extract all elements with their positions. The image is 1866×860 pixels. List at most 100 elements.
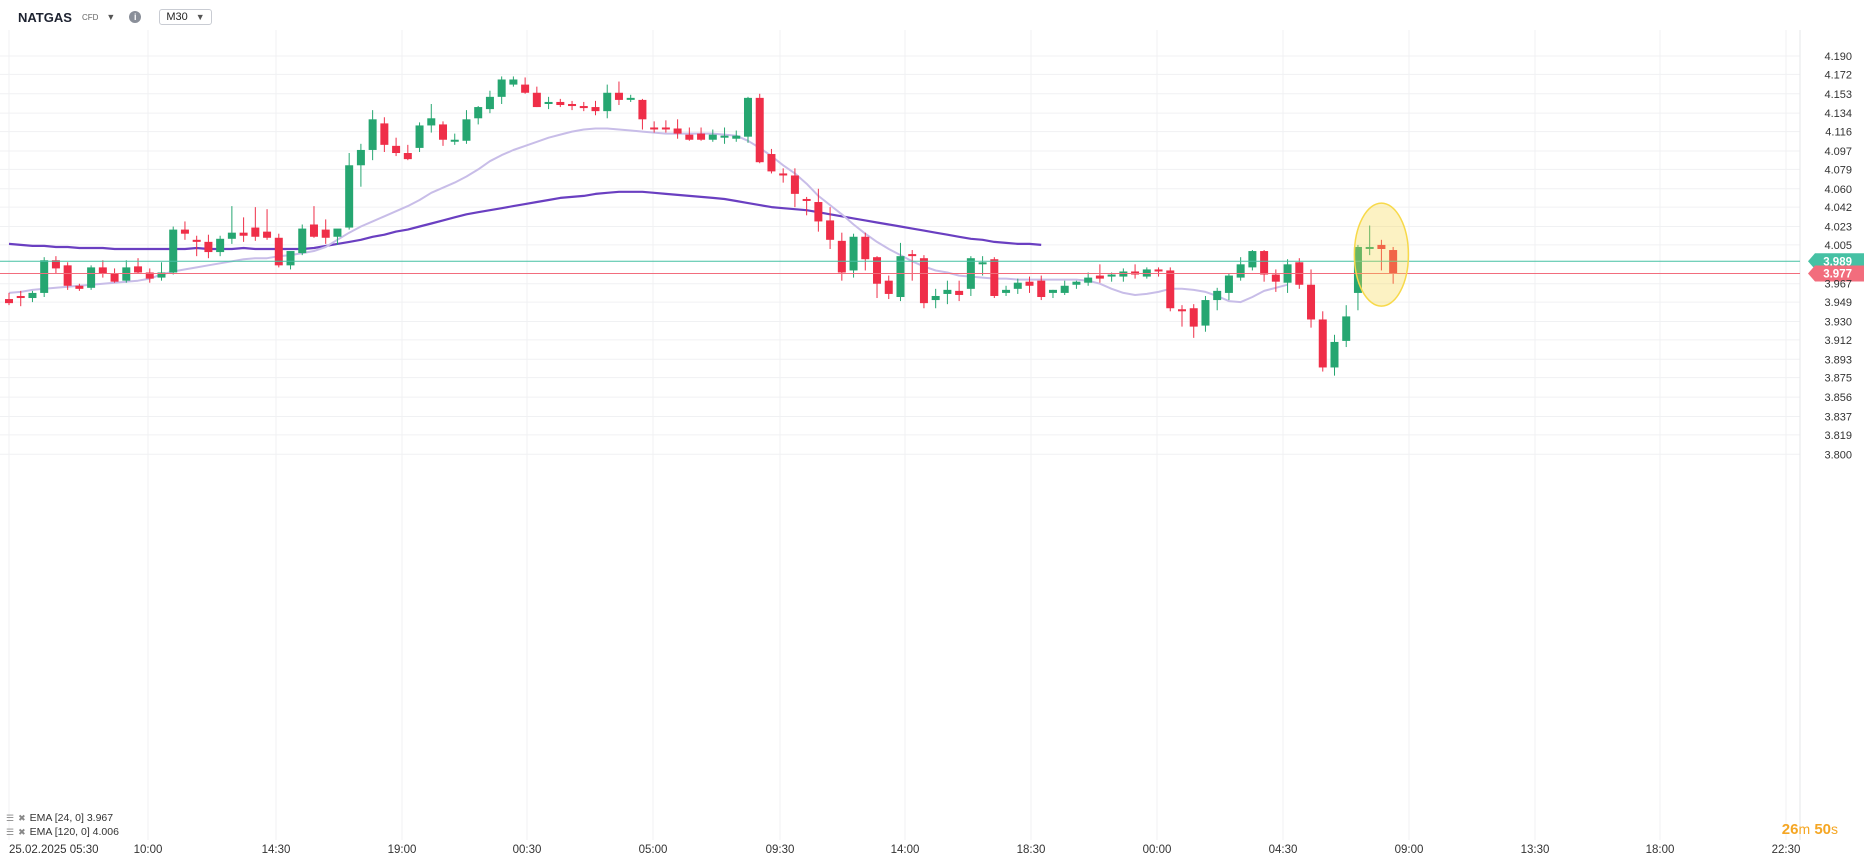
bullish-candle <box>1213 287 1222 311</box>
symbol-name[interactable]: NATGAS <box>18 9 72 25</box>
price-label-bg <box>1808 253 1864 270</box>
candle-body <box>1377 244 1386 250</box>
bullish-candle <box>626 94 635 102</box>
candle-body <box>1119 271 1128 277</box>
candle-body <box>908 254 917 257</box>
bullish-candle <box>978 256 987 276</box>
x-tick-label: 14:30 <box>262 844 291 856</box>
candle-body <box>1025 281 1034 286</box>
bearish-candle <box>1377 239 1386 271</box>
candle-body <box>1154 269 1163 272</box>
candle-body <box>474 107 483 119</box>
bullish-candle <box>368 110 377 161</box>
candle-countdown: 26m 50s <box>1782 821 1838 838</box>
bearish-candle <box>1025 276 1034 293</box>
list-icon[interactable]: ☰ <box>6 812 15 823</box>
close-icon[interactable]: ✖ <box>18 812 26 823</box>
candle-body <box>485 96 494 110</box>
bearish-candle <box>685 127 694 141</box>
caret-down-icon[interactable]: ▼ <box>106 12 116 22</box>
bullish-candle <box>122 260 131 283</box>
bearish-candle <box>274 233 283 268</box>
bullish-candle <box>485 90 494 114</box>
y-tick-label: 3.800 <box>1824 449 1852 461</box>
price-label: 3.989 <box>1808 253 1864 270</box>
bullish-candle <box>1283 259 1292 293</box>
bullish-candle <box>216 235 225 257</box>
bearish-candle <box>263 209 272 240</box>
candle-body <box>509 79 518 85</box>
y-tick-label: 4.005 <box>1824 240 1852 252</box>
candle-body <box>157 272 166 278</box>
bullish-candle <box>333 228 342 245</box>
bearish-candle <box>990 257 999 299</box>
candle-body <box>1166 270 1175 309</box>
y-tick-label: 3.930 <box>1824 317 1852 329</box>
bullish-candle <box>1084 272 1093 286</box>
bullish-candle <box>509 76 518 87</box>
bearish-candle <box>180 221 189 240</box>
y-tick-label: 4.172 <box>1824 69 1852 81</box>
bullish-candle <box>427 103 436 133</box>
ema-120-path <box>8 190 1042 251</box>
bullish-candle <box>708 129 717 142</box>
candle-body <box>1048 289 1057 293</box>
candle-body <box>439 124 448 140</box>
candle-body <box>298 228 307 254</box>
candle-body <box>309 224 318 237</box>
bearish-candle <box>204 234 213 259</box>
candle-body <box>1353 246 1362 293</box>
bearish-candle <box>98 260 107 278</box>
candle-body <box>708 134 717 140</box>
bullish-candle <box>931 288 940 309</box>
bearish-candle <box>884 275 893 300</box>
list-icon[interactable]: ☰ <box>6 826 15 837</box>
indicator-ema-24[interactable]: ☰ ✖ EMA [24, 0] 3.967 <box>6 812 113 824</box>
candle-body <box>333 228 342 237</box>
candle-body <box>673 128 682 134</box>
y-tick-label: 4.023 <box>1824 222 1852 234</box>
candle-body <box>5 299 13 304</box>
candle-body <box>356 149 365 166</box>
bearish-candle <box>919 255 928 309</box>
close-icon[interactable]: ✖ <box>18 826 26 837</box>
candle-body <box>110 273 119 282</box>
bullish-candle <box>1248 250 1257 271</box>
x-tick-label: 18:00 <box>1646 844 1675 856</box>
y-tick-label: 3.967 <box>1824 279 1852 291</box>
candle-body <box>802 198 811 201</box>
bearish-candle <box>1037 275 1046 301</box>
bullish-candle <box>1119 268 1128 282</box>
price-label-text: 3.977 <box>1823 269 1852 281</box>
timeframe-selector[interactable]: M30 ▼ <box>159 9 212 25</box>
bullish-candle <box>720 127 729 144</box>
bullish-candle <box>943 280 952 305</box>
candle-body <box>1248 251 1257 268</box>
bearish-candle <box>826 207 835 250</box>
x-tick-label: 00:00 <box>1143 844 1172 856</box>
bearish-candle <box>1154 267 1163 277</box>
candle-body <box>685 134 694 140</box>
bearish-candle <box>755 93 764 164</box>
bearish-candle <box>556 98 565 108</box>
bearish-candle <box>673 119 682 139</box>
bullish-candle <box>474 106 483 125</box>
candle-body <box>755 97 764 163</box>
info-icon[interactable]: i <box>129 11 142 23</box>
candle-body <box>321 229 330 238</box>
bullish-candle <box>544 96 553 110</box>
candle-body <box>98 267 107 274</box>
candle-body <box>638 99 647 120</box>
y-tick-label: 3.819 <box>1824 430 1852 442</box>
bearish-candle <box>908 250 917 281</box>
bearish-candle <box>145 268 154 283</box>
bearish-candle <box>790 168 799 208</box>
bearish-candle <box>1131 264 1140 279</box>
candle-body <box>1142 269 1151 277</box>
bullish-candle <box>1353 244 1362 311</box>
candle-body <box>1095 275 1104 279</box>
indicator-ema-120[interactable]: ☰ ✖ EMA [120, 0] 4.006 <box>6 826 119 838</box>
candle-body <box>1002 289 1011 293</box>
x-tick-label: 13:30 <box>1521 844 1550 856</box>
